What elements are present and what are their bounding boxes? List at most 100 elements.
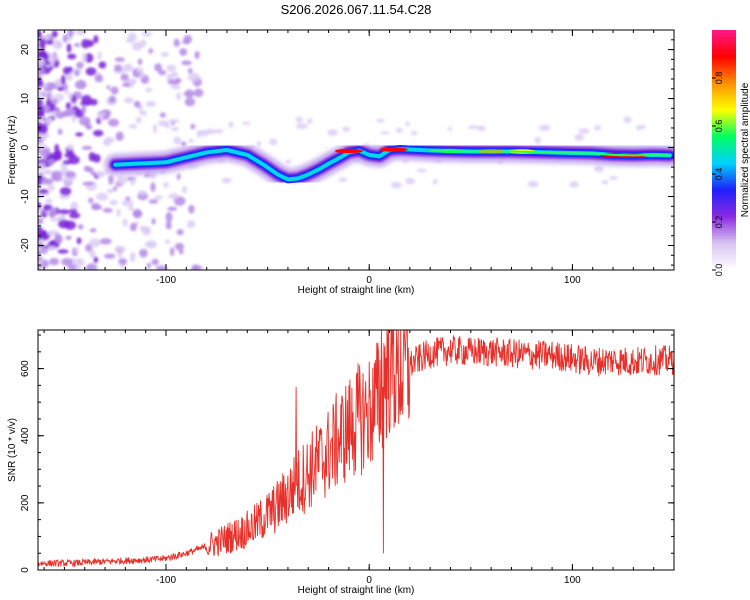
noise-blob — [71, 114, 77, 123]
noise-blob — [256, 140, 262, 147]
snr-x-tick-label: 0 — [366, 575, 372, 586]
noise-blob — [295, 116, 303, 123]
noise-blob — [150, 182, 156, 193]
noise-blob — [49, 217, 62, 222]
noise-blob — [151, 217, 156, 225]
noise-blob — [47, 158, 56, 166]
noise-blob — [98, 61, 107, 69]
noise-blob — [179, 48, 188, 56]
noise-blob — [184, 97, 196, 107]
noise-blob — [137, 58, 143, 65]
noise-blob — [142, 226, 151, 236]
noise-blob — [78, 116, 91, 126]
noise-blob — [127, 32, 137, 42]
noise-blob — [110, 86, 119, 95]
noise-blob — [132, 68, 137, 74]
noise-blob — [187, 72, 200, 82]
noise-blob — [88, 197, 94, 204]
noise-blob — [132, 42, 143, 51]
noise-blob — [410, 130, 418, 136]
noise-blob — [636, 125, 642, 131]
noise-blob — [338, 177, 348, 182]
noise-blob — [74, 247, 79, 253]
noise-blob — [94, 74, 104, 83]
noise-blob — [128, 124, 138, 129]
noise-blob — [122, 218, 128, 227]
noise-blob — [165, 239, 170, 245]
noise-blob — [108, 174, 114, 185]
noise-blob — [68, 155, 80, 165]
colorbar-tick-label: 0.6 — [714, 120, 724, 133]
noise-blob — [113, 64, 123, 72]
noise-blob — [58, 219, 70, 229]
noise-blob — [54, 144, 60, 153]
noise-blob — [578, 128, 590, 134]
noise-blob — [38, 122, 45, 132]
noise-blob — [38, 143, 48, 148]
noise-blob — [139, 248, 148, 258]
snr-panel: -100 0 100 0 200 400 600 Height of straight li… — [7, 329, 675, 596]
noise-blob — [145, 239, 157, 249]
noise-blob — [47, 230, 60, 236]
noise-blob — [38, 31, 42, 39]
noise-blob — [139, 110, 147, 116]
noise-blob — [228, 121, 234, 128]
noise-blob — [165, 220, 172, 230]
noise-blob — [45, 105, 51, 113]
noise-blob — [61, 257, 73, 267]
colorbar-label: Normalized spectral amplitude — [740, 82, 750, 217]
noise-blob — [73, 258, 85, 267]
noise-blob — [148, 48, 154, 54]
colorbar-tick-label: 0.0 — [714, 264, 724, 277]
noise-blob — [296, 123, 308, 130]
noise-blob — [52, 39, 63, 50]
noise-blob — [74, 80, 87, 90]
noise-blob — [118, 258, 128, 265]
noise-blob — [58, 209, 70, 215]
noise-blob — [601, 180, 609, 185]
noise-blob — [142, 31, 152, 37]
noise-blob — [96, 170, 102, 178]
noise-blob — [45, 117, 53, 124]
noise-blob — [123, 63, 133, 73]
noise-blob — [380, 131, 390, 135]
noise-blob — [68, 208, 78, 214]
colorbar-tick-label: 0.2 — [714, 216, 724, 229]
noise-blob — [170, 71, 179, 78]
noise-blob — [84, 53, 94, 63]
noise-blob — [113, 186, 118, 192]
noise-blob — [193, 88, 204, 98]
noise-blob — [38, 147, 42, 153]
noise-blob — [67, 263, 77, 270]
ridge-hotspot — [379, 147, 408, 152]
noise-blob — [538, 124, 551, 132]
noise-blob — [102, 114, 110, 120]
noise-blob — [117, 253, 123, 258]
snr-y-label: SNR (10 * v/v) — [7, 418, 18, 482]
noise-blob — [186, 220, 196, 229]
spectrogram-x-label: Height of straight line (km) — [298, 285, 415, 296]
noise-blob — [67, 53, 77, 60]
noise-blob — [74, 42, 80, 48]
noise-blob — [432, 178, 438, 185]
noise-blob — [188, 138, 194, 144]
noise-blob — [132, 210, 143, 217]
noise-blob — [182, 39, 191, 45]
noise-blob — [108, 118, 120, 127]
snr-y-tick-label: 600 — [20, 360, 31, 377]
colorbar: 0.0 0.2 0.4 0.6 0.8 Normalized spectral ampl… — [712, 30, 750, 276]
noise-blob — [38, 138, 44, 143]
noise-blob — [106, 188, 115, 194]
snr-y-tick-label: 0 — [20, 567, 31, 573]
noise-blob — [165, 212, 173, 222]
noise-blob — [152, 123, 158, 134]
noise-blob — [160, 51, 170, 57]
noise-blob — [85, 124, 93, 130]
noise-blob — [187, 68, 193, 74]
spectrogram-x-tick-label: 0 — [366, 275, 372, 286]
noise-blob — [133, 100, 141, 108]
noise-blob — [104, 137, 115, 144]
noise-blob — [60, 74, 66, 85]
noise-blob — [38, 202, 42, 209]
